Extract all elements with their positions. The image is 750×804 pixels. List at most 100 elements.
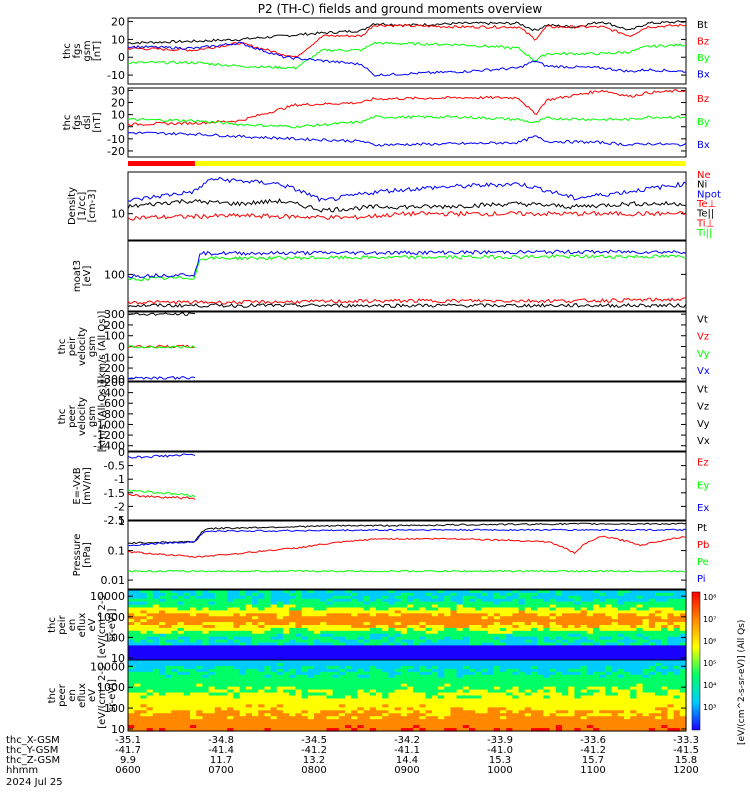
heatmap-cell — [537, 674, 544, 679]
heatmap-cell — [667, 692, 675, 697]
heatmap-cell — [673, 668, 681, 673]
heatmap-cell — [586, 668, 594, 673]
heatmap-cell — [487, 695, 495, 700]
heatmap-cell — [338, 713, 346, 717]
heatmap-cell — [456, 713, 464, 717]
heatmap-cell — [487, 671, 495, 676]
heatmap-cell — [128, 707, 135, 711]
footer-value: -33.3 — [673, 735, 699, 746]
heatmap-cell — [177, 595, 185, 600]
heatmap-cell — [648, 595, 656, 600]
heatmap-cell — [146, 627, 154, 632]
heatmap-cell — [183, 590, 191, 594]
heatmap-cell — [456, 680, 464, 685]
heatmap-cell — [152, 639, 160, 644]
heatmap-cell — [400, 683, 408, 688]
heatmap-cell — [239, 722, 247, 726]
heatmap-cell — [667, 722, 675, 726]
heatmap-cell — [512, 704, 520, 708]
y-tick-label: -200 — [100, 362, 125, 375]
heatmap-cell — [568, 692, 575, 697]
heatmap-cell — [264, 639, 272, 644]
heatmap-cell — [369, 701, 377, 705]
heatmap-cell — [289, 713, 296, 717]
heatmap-cell — [394, 701, 402, 705]
heatmap-cell — [146, 616, 154, 620]
heatmap-cell — [196, 719, 203, 723]
heatmap-cell — [586, 716, 594, 720]
heatmap-cell — [369, 707, 377, 711]
heatmap-cell — [338, 680, 346, 685]
heatmap-cell — [283, 668, 290, 673]
heatmap-cell — [196, 604, 203, 609]
heatmap-cell — [450, 713, 458, 717]
heatmap-cell — [190, 595, 197, 600]
heatmap-cell — [599, 683, 606, 688]
heatmap-cell — [425, 633, 433, 638]
heatmap-cell — [388, 601, 396, 606]
heatmap-cell — [624, 610, 631, 614]
heatmap-cell — [493, 680, 501, 685]
heatmap-cell — [679, 710, 687, 714]
heatmap-cell — [562, 695, 569, 700]
heatmap-cell — [227, 683, 234, 688]
heatmap-cell — [289, 698, 296, 703]
heatmap-cell — [512, 668, 520, 673]
heatmap-cell — [400, 660, 408, 664]
heatmap-cell — [239, 610, 247, 614]
heatmap-cell — [438, 639, 445, 644]
heatmap-cell — [159, 704, 166, 708]
heatmap-cell — [624, 677, 631, 682]
heatmap-cell — [202, 642, 210, 647]
heatmap-cell — [611, 616, 619, 620]
heatmap-cell — [252, 627, 259, 632]
heatmap-cell — [506, 716, 513, 720]
heatmap-cell — [202, 590, 210, 594]
heatmap-cell — [221, 592, 228, 597]
heatmap-cell — [475, 689, 482, 694]
heatmap-cell — [227, 616, 234, 620]
heatmap-cell — [586, 592, 594, 597]
heatmap-cell — [382, 728, 389, 732]
heatmap-cell — [555, 710, 563, 714]
heatmap-cell — [239, 704, 247, 708]
heatmap-cell — [190, 625, 197, 629]
heatmap-cell — [351, 619, 358, 623]
heatmap-cell — [531, 698, 538, 703]
heatmap-cell — [140, 636, 148, 641]
heatmap-cell — [307, 701, 315, 705]
heatmap-cell — [245, 692, 253, 697]
heatmap-cell — [469, 680, 476, 685]
heatmap-cell — [655, 590, 662, 594]
heatmap-cell — [605, 662, 613, 667]
heatmap-cell — [326, 707, 334, 711]
heatmap-cell — [394, 639, 402, 644]
heatmap-cell — [593, 651, 600, 655]
heatmap-cell — [221, 689, 228, 694]
heatmap-cell — [307, 660, 315, 664]
heatmap-cell — [301, 598, 309, 603]
heatmap-cell — [524, 660, 532, 664]
heatmap-cell — [190, 657, 197, 661]
y-tick-label: -20 — [107, 145, 125, 158]
heatmap-cell — [382, 692, 389, 697]
heatmap-cell — [425, 630, 433, 635]
heatmap-cell — [165, 722, 172, 726]
heatmap-cell — [481, 636, 489, 641]
heatmap-cell — [177, 713, 185, 717]
heatmap-cell — [134, 595, 141, 600]
heatmap-cell — [320, 601, 327, 606]
heatmap-cell — [481, 689, 489, 694]
heatmap-cell — [562, 590, 569, 594]
heatmap-cell — [605, 598, 613, 603]
heatmap-cell — [407, 630, 414, 635]
heatmap-cell — [549, 619, 557, 623]
heatmap-cell — [413, 674, 420, 679]
heatmap-cell — [487, 677, 495, 682]
heatmap-cell — [642, 725, 650, 729]
heatmap-cell — [407, 604, 414, 609]
heatmap-cell — [456, 633, 464, 638]
heatmap-cell — [128, 622, 135, 626]
heatmap-cell — [413, 689, 420, 694]
heatmap-cell — [283, 648, 290, 652]
